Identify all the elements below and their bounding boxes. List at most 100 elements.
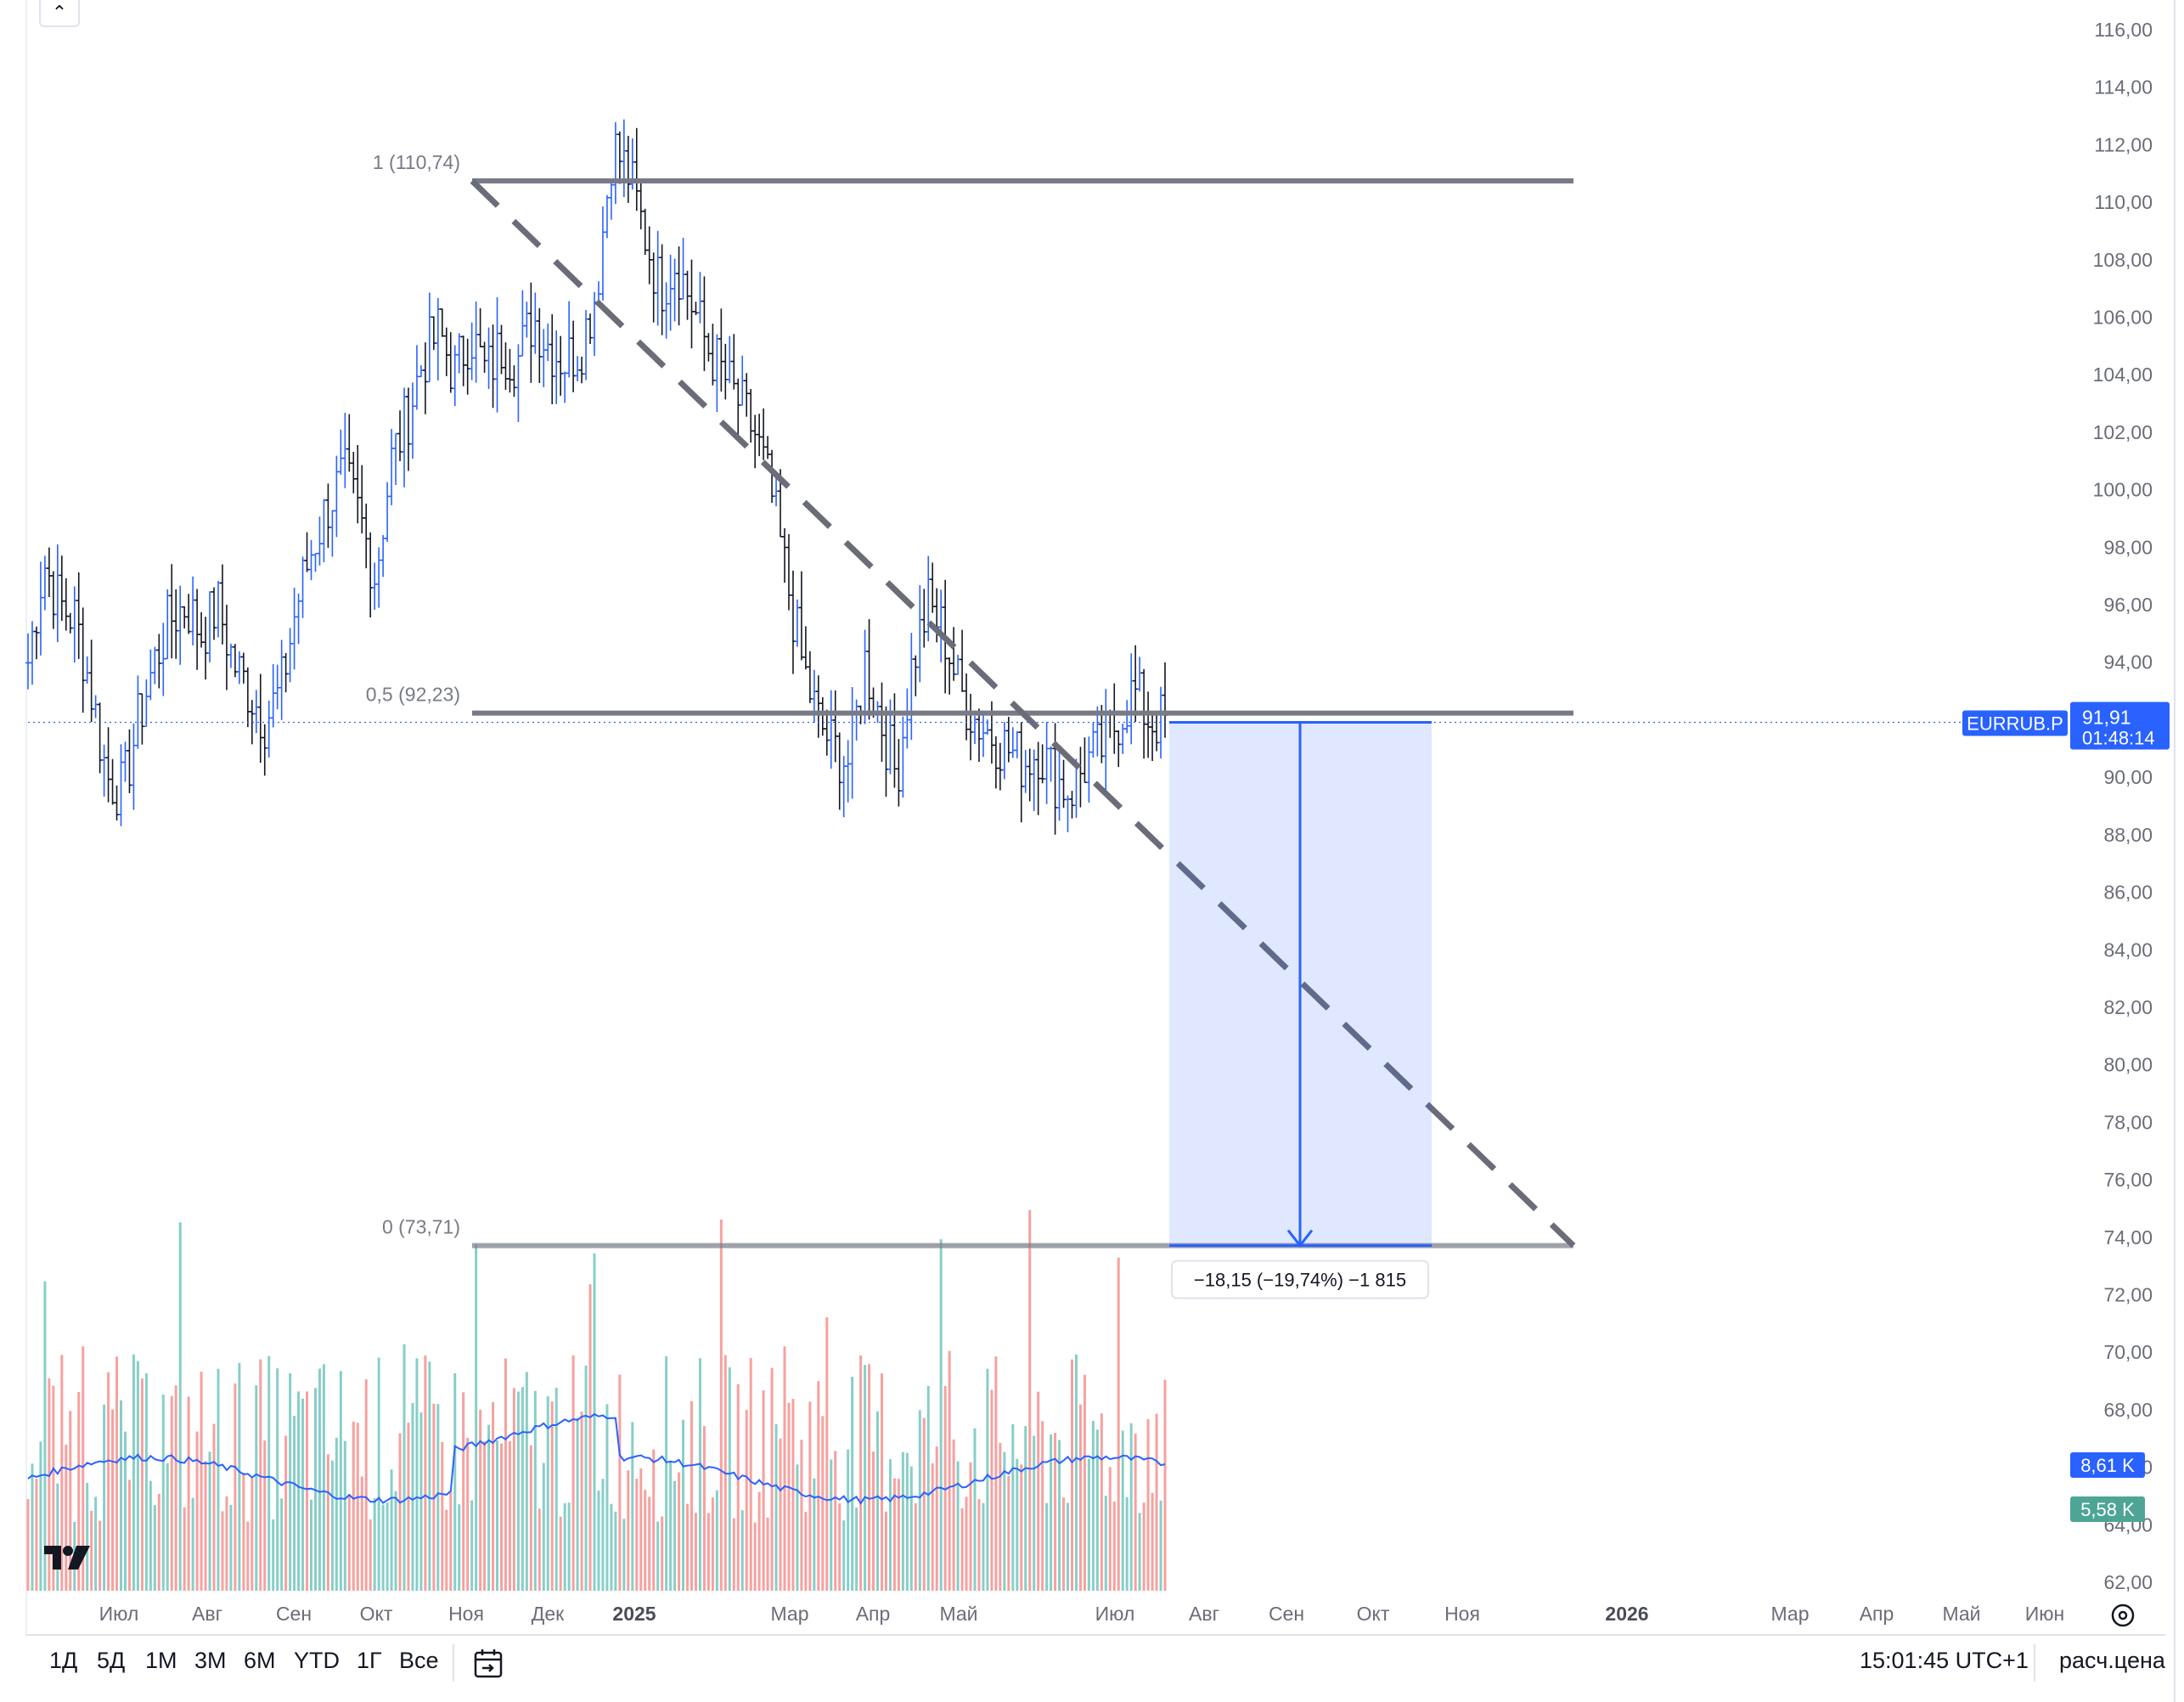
- candle: [913, 655, 919, 696]
- range-1m-button[interactable]: 1М: [145, 1648, 177, 1673]
- candle: [385, 482, 391, 542]
- candle: [1022, 750, 1028, 793]
- candle: [355, 444, 361, 524]
- candle: [312, 552, 318, 572]
- candle: [414, 345, 419, 410]
- candle: [240, 652, 246, 684]
- price-axis[interactable]: 116,00 114,00 112,00 110,00 108,00 106,00 104,…: [28, 19, 2170, 1593]
- candle: [291, 587, 297, 670]
- candle: [215, 580, 221, 638]
- candle: [148, 649, 154, 701]
- candle: [921, 589, 927, 648]
- range-all-button[interactable]: Все: [399, 1648, 439, 1673]
- volume-pane: [26, 1209, 1167, 1591]
- price-chart[interactable]: 1 (110,74) 0,5 (92,23) 0 (73,71) −18,15 (−1…: [0, 0, 2184, 1634]
- time-tick-label: Авг: [192, 1603, 222, 1625]
- candle: [520, 290, 526, 357]
- candle: [1069, 791, 1075, 819]
- candle: [405, 387, 411, 471]
- candle: [177, 585, 183, 665]
- candle: [1090, 722, 1096, 758]
- candle: [219, 564, 225, 645]
- candle: [697, 272, 703, 324]
- range-1y-button[interactable]: 1Г: [357, 1648, 382, 1673]
- candle: [33, 626, 39, 660]
- candle: [599, 206, 605, 301]
- range-5d-button[interactable]: 5Д: [97, 1648, 126, 1673]
- candle: [372, 562, 378, 610]
- candle: [1027, 748, 1033, 802]
- price-tick-label: 68,00: [2103, 1399, 2153, 1421]
- candle: [841, 756, 847, 818]
- candle: [710, 324, 716, 386]
- candle: [815, 675, 821, 738]
- collapse-pane-button[interactable]: ⌃: [39, 0, 80, 27]
- candle: [926, 555, 932, 642]
- price-tick-label: 78,00: [2103, 1111, 2153, 1133]
- candle: [1154, 714, 1160, 752]
- price-tick-label: 82,00: [2103, 996, 2153, 1018]
- toolbar-separator: [453, 1644, 454, 1682]
- tradingview-logo: [44, 1546, 90, 1570]
- candle: [955, 654, 961, 675]
- range-1d-button[interactable]: 1Д: [49, 1648, 78, 1673]
- calendar-goto-icon[interactable]: [472, 1648, 506, 1682]
- candle: [566, 301, 572, 378]
- candle: [549, 313, 555, 405]
- price-badge-bg: [2070, 702, 2170, 750]
- measure-arrow-head: [1286, 1229, 1314, 1248]
- drawings[interactable]: 1 (110,74) 0,5 (92,23) 0 (73,71) −18,15 (−1…: [366, 151, 1576, 1299]
- candle: [380, 534, 386, 578]
- candle: [409, 382, 415, 459]
- candle: [211, 587, 217, 640]
- candle: [29, 621, 35, 685]
- candle: [528, 282, 534, 383]
- volume-sma-line: [27, 1412, 1166, 1505]
- candle: [608, 181, 614, 220]
- candle: [342, 413, 348, 488]
- time-tick-label: Мар: [770, 1603, 808, 1625]
- candle: [266, 700, 272, 758]
- candle: [667, 254, 673, 331]
- candle: [904, 688, 910, 749]
- candle: [785, 533, 791, 611]
- candle: [802, 626, 808, 670]
- time-tick-label: 2025: [612, 1603, 656, 1625]
- candle: [223, 605, 229, 690]
- candle: [486, 327, 492, 389]
- candle: [270, 663, 276, 728]
- candle: [646, 226, 652, 285]
- chart-right-border: [2174, 0, 2176, 1702]
- candle: [845, 740, 851, 803]
- candle: [819, 696, 825, 736]
- settings-icon[interactable]: [2111, 1603, 2135, 1627]
- candle: [807, 651, 813, 703]
- range-3m-button[interactable]: 3М: [194, 1648, 227, 1673]
- candle: [604, 194, 610, 239]
- time-tick-label: Июл: [99, 1603, 139, 1625]
- current-price-label: 91,91: [2082, 706, 2131, 728]
- range-6m-button[interactable]: 6М: [244, 1648, 276, 1673]
- price-tick-label: 62,00: [2103, 1571, 2153, 1593]
- candle: [460, 335, 466, 386]
- price-tick-label: 104,00: [2093, 364, 2153, 386]
- candle: [824, 709, 830, 756]
- candle: [262, 724, 267, 776]
- candle: [144, 679, 149, 728]
- candle: [862, 629, 868, 724]
- candle: [443, 327, 449, 376]
- candle: [511, 365, 517, 397]
- time-tick-label: Сен: [1269, 1603, 1304, 1625]
- candle: [727, 335, 733, 384]
- price-tick-label: 106,00: [2093, 307, 2153, 329]
- time-axis[interactable]: Июл Авг Сен Окт Ноя Дек 2025 Мар Апр Май Июл Авг Сен…: [99, 1603, 2065, 1625]
- candle: [338, 429, 344, 476]
- price-mode-toggle[interactable]: расч.цена: [2059, 1648, 2165, 1673]
- candle: [105, 727, 111, 803]
- candle: [42, 555, 48, 611]
- candle: [156, 634, 162, 689]
- candle: [334, 455, 340, 538]
- candle: [494, 296, 500, 413]
- price-tick-label: 74,00: [2103, 1226, 2153, 1248]
- range-ytd-button[interactable]: YTD: [294, 1648, 340, 1673]
